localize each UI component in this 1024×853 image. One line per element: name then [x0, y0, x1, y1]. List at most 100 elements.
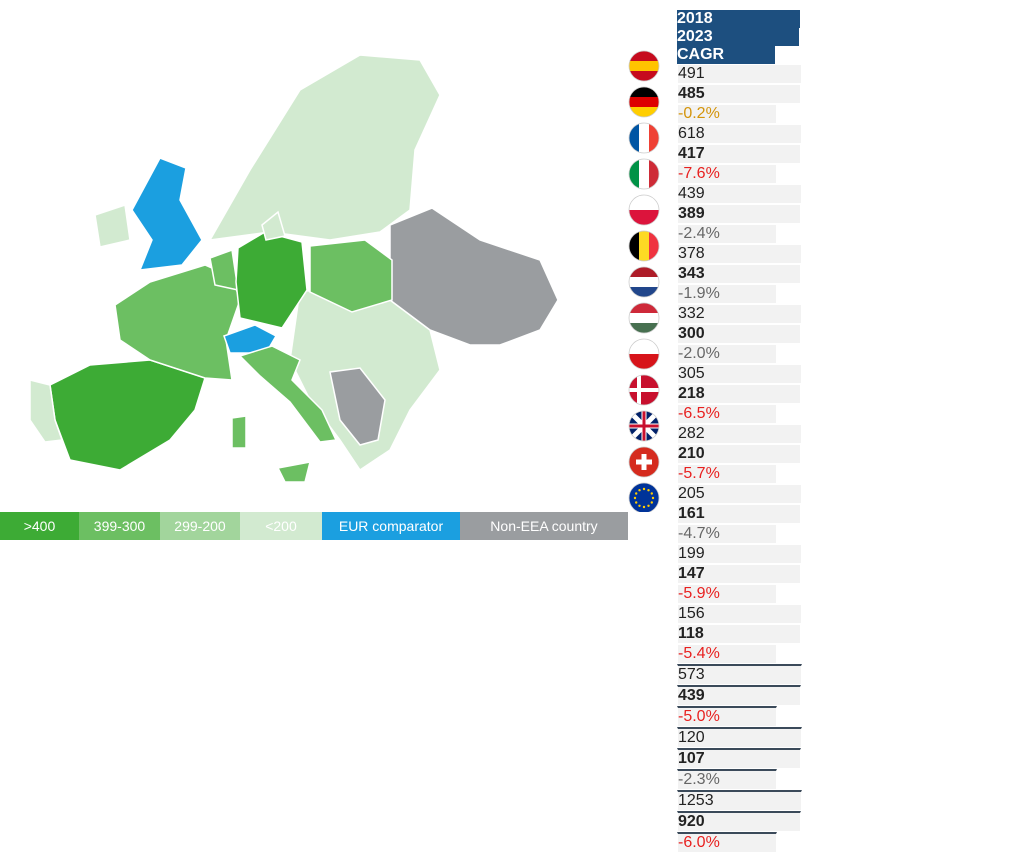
table-cell: 210 [677, 444, 801, 464]
flag [628, 446, 660, 478]
table-cell: -1.9% [677, 284, 777, 304]
flag-ring [628, 158, 660, 190]
flag-ring [628, 122, 660, 154]
flag-stripe [649, 123, 659, 153]
flag-stripe [629, 303, 659, 313]
star [635, 492, 638, 495]
flag-stripe [629, 390, 659, 405]
flag-stripe [649, 159, 659, 189]
flag-stripe [629, 375, 659, 390]
star [647, 489, 650, 492]
flag-ring [628, 482, 660, 512]
table-cell: 305 [677, 364, 802, 384]
page: >400 399-300 299-200 <200 EUR comparator Non-… [0, 10, 802, 853]
flag [628, 338, 660, 370]
table-cell: -7.6% [677, 164, 777, 184]
flags [628, 50, 660, 512]
star [642, 487, 646, 491]
flag-ring [628, 50, 660, 82]
flag-stripe [629, 498, 659, 512]
flag-stripe [629, 210, 659, 225]
table-cell: 199 [677, 544, 802, 564]
table-cell: 491 [677, 64, 802, 84]
header-cell: 2018 [677, 10, 800, 28]
flag-ring [628, 410, 660, 442]
legend-item: <200 [240, 512, 322, 540]
table-cell: 439 [677, 685, 801, 706]
flag-stripe [629, 97, 659, 107]
flag-stripe [629, 483, 659, 498]
table-cell: 378 [677, 244, 802, 264]
table-cell: -5.9% [677, 584, 777, 604]
flag [628, 410, 660, 442]
legend-item: 399-300 [79, 512, 160, 540]
flag-stripe [629, 61, 659, 71]
flag [628, 230, 660, 262]
europe-map [29, 54, 559, 483]
flag-stripe [629, 313, 659, 323]
flag-ring [628, 230, 660, 262]
table-cell: 1253 [677, 790, 802, 811]
flag-ring [628, 446, 660, 478]
flag [628, 50, 660, 82]
flag-ring [628, 194, 660, 226]
table-cell: 107 [677, 748, 801, 769]
table-cell: 332 [677, 304, 802, 324]
legend-item: >400 [0, 512, 79, 540]
flag [628, 374, 660, 406]
header-cell: CAGR [677, 46, 775, 64]
table-cell: -4.7% [677, 524, 777, 544]
table-cell: -5.4% [677, 644, 777, 664]
flag-stripe [629, 323, 659, 333]
table-cell: 120 [677, 727, 802, 748]
table-cell: 300 [677, 324, 801, 344]
legend-item: EUR comparator [322, 512, 460, 540]
star [650, 492, 653, 495]
flag-stripe [629, 51, 659, 61]
flag [628, 122, 660, 154]
flag [628, 302, 660, 334]
legend-item: 299-200 [160, 512, 240, 540]
flag-ring [628, 266, 660, 298]
flag-ring [628, 302, 660, 334]
table-cell: -0.2% [677, 104, 777, 124]
table-cell: -2.4% [677, 224, 777, 244]
flag [628, 194, 660, 226]
flag-stripe [649, 231, 659, 261]
table-cell: -6.0% [677, 832, 777, 853]
flag-ring [628, 338, 660, 370]
flag-ring [628, 86, 660, 118]
flag-stripe [639, 159, 649, 189]
table-cell: 439 [677, 184, 802, 204]
star [638, 489, 641, 492]
flag-stripe [629, 195, 659, 210]
table-cell: 147 [677, 564, 801, 584]
table-cell: 485 [677, 84, 801, 104]
flag-stripe [629, 71, 659, 81]
table-cell: 618 [677, 124, 802, 144]
cross [629, 388, 659, 392]
star [642, 505, 646, 509]
table-cell: 573 [677, 664, 802, 685]
flag [628, 482, 660, 512]
flag-stripe [629, 231, 639, 261]
flag-stripe [629, 277, 659, 287]
flag-stripe [629, 267, 659, 277]
table-cell: 161 [677, 504, 801, 524]
flag [628, 158, 660, 190]
flag [628, 86, 660, 118]
star [633, 496, 637, 500]
cross [636, 454, 652, 470]
table-cell: -5.0% [677, 706, 777, 727]
legend: >400 399-300 299-200 <200 EUR comparator Non-… [0, 512, 628, 540]
table-cell: -6.5% [677, 404, 777, 424]
star [635, 501, 638, 504]
flag-stripe [629, 123, 639, 153]
table-cell: 389 [677, 204, 801, 224]
flag-stripe [639, 231, 649, 261]
cross [629, 411, 659, 441]
table-cell: 920 [677, 811, 801, 832]
data-table: 2018 2023 CAGR 491 485 -0.2% 618 417 -7.6% 439 389… [677, 10, 1020, 853]
legend-item: Non-EEA country [460, 512, 628, 540]
table-cell: 118 [677, 624, 801, 644]
